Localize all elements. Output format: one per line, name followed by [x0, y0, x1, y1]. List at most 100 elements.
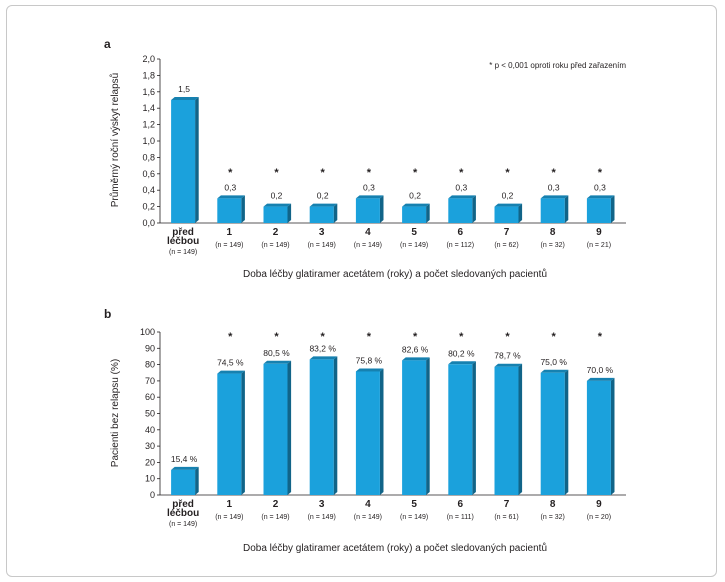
pa-bar — [171, 100, 196, 223]
pa-bar-top — [355, 195, 384, 199]
pb-bar — [355, 371, 380, 495]
pa-bar-top — [540, 195, 569, 199]
pb-bar-top — [309, 356, 338, 360]
pb-n-label: (n = 149) — [215, 514, 243, 521]
pa-y-tick-label: 1,0 — [142, 136, 155, 146]
panel-b-relapse-free-chart: b Pacienti bez relapsu (%) Doba léčby gl… — [104, 307, 626, 554]
pb-bar — [263, 363, 288, 495]
pb-bar — [494, 366, 519, 495]
pa-n-label: (n = 149) — [261, 242, 289, 249]
pa-data-label: 0,2 — [502, 191, 514, 201]
pb-significance-marker: * — [598, 331, 603, 343]
pb-bar — [586, 380, 611, 495]
pa-y-tick-label: 0,4 — [142, 185, 155, 195]
pb-category-label: léčbou — [167, 508, 199, 519]
pb-n-label: (n = 149) — [400, 514, 428, 521]
pa-bar-side — [610, 195, 615, 223]
pa-data-label: 0,2 — [317, 191, 329, 201]
pb-data-label: 78,7 % — [494, 351, 521, 361]
pb-data-label: 15,4 % — [171, 454, 198, 464]
pb-y-tick-label: 60 — [145, 392, 155, 402]
pb-bar — [171, 469, 196, 495]
pb-n-label: (n = 111) — [447, 514, 474, 521]
panel-a-relapse-rate-chart: a * p < 0,001 oproti roku před zařazením… — [104, 37, 626, 280]
pb-bar-side — [379, 368, 384, 495]
pa-category-label: 8 — [550, 227, 556, 238]
pa-significance-marker: * — [367, 167, 372, 179]
pa-category-label: 4 — [365, 227, 371, 238]
pa-n-label: (n = 149) — [169, 249, 197, 256]
pb-y-tick-label: 90 — [145, 343, 155, 353]
pa-y-tick-label: 0,2 — [142, 202, 155, 212]
pa-y-tick-label: 2,0 — [142, 54, 155, 64]
pb-bar-side — [426, 357, 430, 495]
pa-n-label: (n = 21) — [587, 242, 611, 249]
pb-category-label: 7 — [504, 499, 510, 510]
pb-category-label: 1 — [227, 499, 233, 510]
pb-data-label: 75,8 % — [356, 355, 383, 365]
pb-category-label: před — [172, 499, 194, 510]
pa-n-label: (n = 62) — [494, 242, 518, 249]
pa-y-tick-label: 1,8 — [142, 70, 155, 80]
pa-n-label: (n = 149) — [308, 242, 336, 249]
pb-bar-top — [263, 360, 292, 364]
pa-bar — [586, 198, 611, 223]
pb-data-label: 80,2 % — [448, 348, 475, 358]
pa-bar-top — [263, 203, 292, 207]
pa-bar-top — [402, 203, 430, 207]
y-axis-title-b: Pacienti bez relapsu (%) — [110, 359, 121, 467]
pb-bar-top — [171, 466, 199, 470]
pa-bar-side — [564, 195, 569, 223]
pb-significance-marker: * — [321, 331, 326, 343]
pb-bar-side — [241, 370, 245, 495]
pb-bar — [540, 372, 565, 495]
pa-bar-side — [195, 97, 199, 223]
pa-y-tick-label: 0,6 — [142, 169, 155, 179]
pb-category-label: 6 — [458, 499, 464, 510]
pa-significance-marker: * — [228, 167, 233, 179]
pb-category-label: 5 — [411, 499, 417, 510]
pb-bar-side — [333, 356, 338, 495]
pa-significance-marker: * — [505, 167, 510, 179]
pb-n-label: (n = 20) — [587, 514, 611, 521]
pa-data-label: 1,5 — [178, 84, 190, 94]
pa-data-label: 0,2 — [271, 191, 283, 201]
pb-n-label: (n = 32) — [541, 514, 565, 521]
pa-bar-side — [426, 203, 430, 223]
pb-data-label: 82,6 % — [402, 344, 429, 354]
pb-significance-marker: * — [413, 331, 418, 343]
pa-data-label: 0,3 — [455, 182, 467, 192]
pa-bar-top — [494, 203, 523, 207]
pb-y-tick-label: 10 — [145, 474, 155, 484]
pb-category-label: 9 — [596, 499, 602, 510]
pa-y-tick-label: 1,6 — [142, 87, 155, 97]
pa-bar — [402, 206, 427, 223]
pb-y-tick-label: 50 — [145, 409, 155, 419]
y-axis-title-a: Průměrný roční výskyt relapsů — [109, 73, 121, 208]
pb-y-tick-label: 40 — [145, 425, 155, 435]
pb-category-label: 2 — [273, 499, 279, 510]
pb-bar-side — [287, 360, 292, 495]
pb-category-label: 3 — [319, 499, 325, 510]
pa-bar-side — [518, 203, 523, 223]
pb-significance-marker: * — [228, 331, 233, 343]
pa-data-label: 0,3 — [224, 182, 236, 192]
pb-category-label: 4 — [365, 499, 371, 510]
pb-significance-marker: * — [274, 331, 279, 343]
pa-bar-side — [472, 195, 476, 223]
pb-data-label: 74,5 % — [217, 358, 244, 368]
pa-bar — [355, 198, 380, 223]
pa-data-label: 0,2 — [409, 191, 421, 201]
pa-category-label: 7 — [504, 227, 510, 238]
pa-significance-marker: * — [413, 167, 418, 179]
pb-data-label: 70,0 % — [587, 365, 614, 375]
pa-bar — [217, 198, 242, 223]
pb-bar-side — [610, 377, 615, 495]
pa-n-label: (n = 149) — [215, 242, 243, 249]
pa-n-label: (n = 112) — [446, 242, 474, 249]
pb-significance-marker: * — [505, 331, 510, 343]
pa-bar-top — [448, 195, 476, 199]
pb-bar-top — [494, 363, 523, 367]
pa-category-label: 5 — [411, 227, 417, 238]
pa-significance-marker: * — [598, 167, 603, 179]
